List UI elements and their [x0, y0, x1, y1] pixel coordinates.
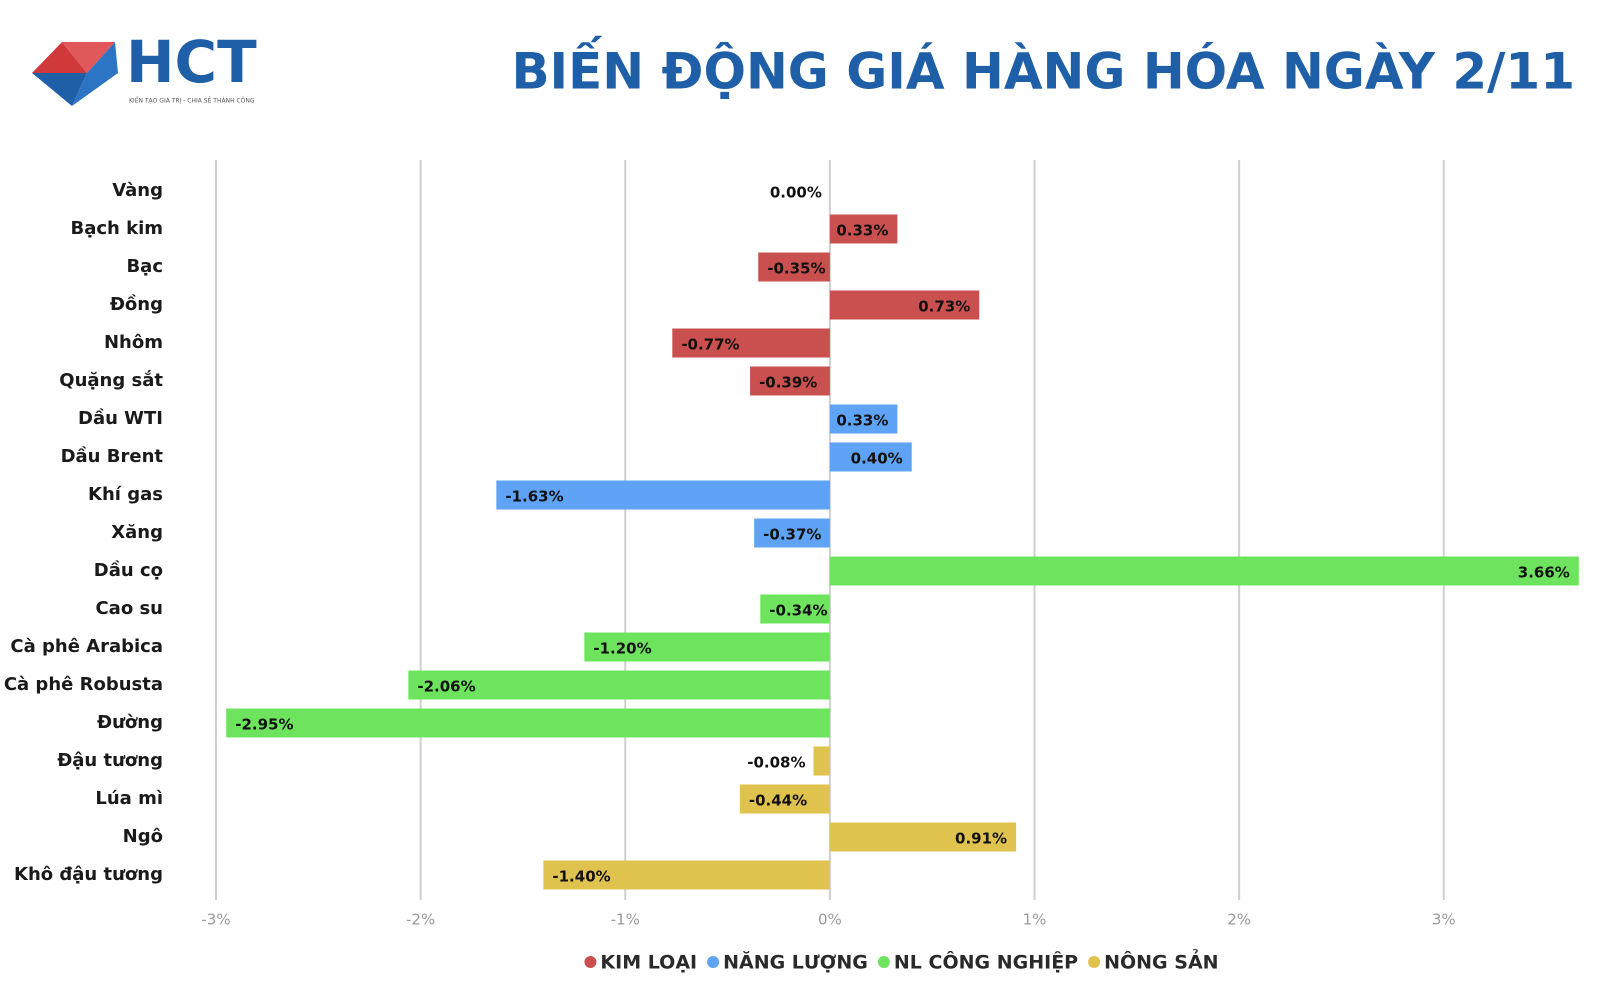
legend-marker [1088, 956, 1101, 968]
data-label: -2.95% [235, 716, 293, 734]
data-label: -0.35% [767, 260, 825, 278]
bar [584, 632, 830, 662]
logo-text: HCT [126, 28, 257, 96]
legend-marker [707, 956, 720, 968]
data-label: -1.40% [552, 868, 610, 886]
data-label: -2.06% [417, 678, 475, 696]
y-tick-label: Dầu Brent [61, 446, 164, 467]
y-tick-label: Khô đậu tương [14, 864, 163, 885]
y-tick-label: Quặng sắt [59, 370, 163, 391]
x-tick-label: 3% [1432, 911, 1456, 929]
bar [758, 252, 830, 282]
data-label: -0.37% [763, 526, 821, 544]
y-tick-label: Nhôm [104, 332, 163, 353]
data-label: 0.33% [836, 222, 888, 240]
logo-shape [72, 42, 118, 106]
y-tick-label: Đường [97, 712, 163, 733]
bar [226, 708, 830, 738]
data-label: -0.08% [747, 754, 805, 772]
bar [829, 404, 898, 434]
y-tick-label: Cao su [95, 598, 163, 619]
data-label: -1.20% [593, 640, 651, 658]
bar [829, 214, 898, 244]
x-tick-label: -2% [406, 911, 435, 929]
data-label: -0.39% [759, 374, 817, 392]
y-tick-label: Cà phê Robusta [4, 674, 163, 695]
x-tick-label: -1% [611, 911, 640, 929]
bar [829, 822, 1017, 852]
legend-marker [877, 956, 890, 968]
legend-label: NL CÔNG NGHIỆP [894, 950, 1078, 974]
y-tick-label: Lúa mì [95, 788, 163, 809]
y-tick-label: Ngô [123, 826, 163, 847]
logo-shape [62, 42, 115, 73]
logo: HCT KIẾN TẠO GIÁ TRỊ - CHIA SẺ THÀNH CÔN… [32, 28, 257, 106]
x-tick-label: 1% [1023, 911, 1047, 929]
logo-tagline: KIẾN TẠO GIÁ TRỊ - CHIA SẺ THÀNH CÔNG [129, 97, 255, 105]
x-tick-label: -3% [201, 911, 230, 929]
y-tick-label: Đồng [110, 294, 163, 315]
bar [739, 784, 830, 814]
y-tick-label: Bạc [126, 256, 163, 277]
data-label: 0.33% [836, 412, 888, 430]
logo-shape [32, 42, 87, 73]
y-tick-label: Bạch kim [70, 218, 163, 239]
data-label: -1.63% [505, 488, 563, 506]
bar [760, 594, 830, 624]
data-label: -0.44% [749, 792, 807, 810]
bar [829, 290, 980, 320]
legend-label: NÔNG SẢN [1104, 949, 1218, 974]
bar [496, 480, 830, 510]
bar [813, 746, 830, 776]
data-label: 0.91% [955, 830, 1007, 848]
data-label: -0.34% [769, 602, 827, 620]
legend-marker [584, 956, 597, 968]
x-tick-label: 2% [1227, 911, 1251, 929]
bar [672, 328, 830, 358]
logo-shape [32, 73, 87, 106]
bar [750, 366, 830, 396]
data-label: 0.40% [851, 450, 903, 468]
y-tick-label: Dầu WTI [78, 408, 163, 429]
y-tick-label: Xăng [111, 522, 163, 543]
bar [408, 670, 830, 700]
data-label: 0.00% [770, 184, 822, 202]
y-tick-label: Khí gas [88, 484, 163, 505]
y-tick-label: Vàng [112, 180, 163, 201]
legend-label: NĂNG LƯỢNG [723, 950, 868, 974]
x-tick-label: 0% [818, 911, 842, 929]
bar [543, 860, 830, 890]
y-tick-label: Đậu tương [57, 750, 163, 771]
y-tick-label: Cà phê Arabica [10, 636, 163, 657]
bar [754, 518, 830, 548]
data-label: 0.73% [918, 298, 970, 316]
bar [829, 442, 912, 472]
legend-label: KIM LOẠI [600, 952, 697, 974]
chart-title: BIẾN ĐỘNG GIÁ HÀNG HÓA NGÀY 2/11 [511, 36, 1575, 101]
bar [829, 556, 1579, 586]
data-label: 3.66% [1518, 564, 1570, 582]
data-label: -0.77% [681, 336, 739, 354]
y-tick-label: Dầu cọ [94, 560, 163, 581]
